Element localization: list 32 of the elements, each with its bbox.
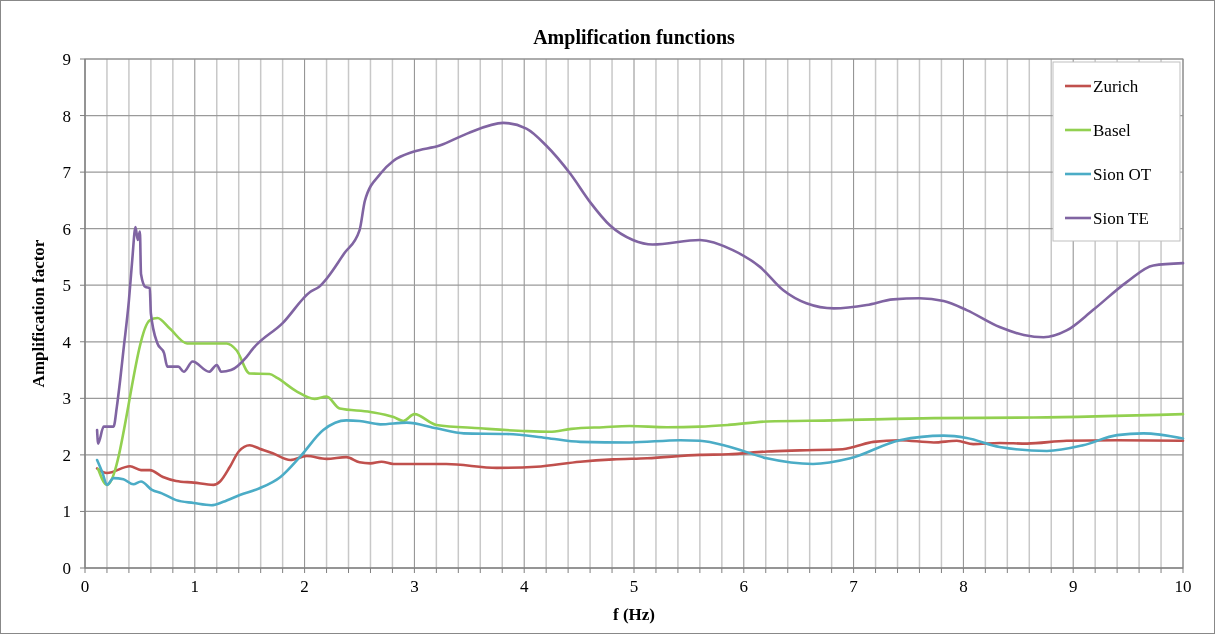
y-tick-label: 5 [62,276,71,296]
x-tick-label: 6 [739,577,749,596]
y-tick-label: 1 [62,502,71,522]
x-tick-label: 5 [629,577,639,596]
y-tick-label: 3 [62,389,71,409]
legend-label: Sion TE [1093,209,1149,228]
legend-label: Sion OT [1093,165,1152,184]
y-tick-label: 7 [62,163,72,183]
x-tick-label: 1 [190,577,200,596]
y-tick-label: 4 [62,332,72,352]
x-tick-label: 8 [959,577,968,596]
x-tick-label: 9 [1068,577,1078,596]
chart-title: Amplification functions [533,26,736,49]
x-tick-label: 2 [300,577,309,596]
x-tick-label: 4 [519,577,529,596]
y-tick-label: 8 [62,106,71,126]
x-tick-label: 7 [849,577,859,596]
line-series [95,438,1185,487]
y-tick-label: 2 [62,445,71,465]
y-tick-label: 6 [62,219,71,239]
legend-label: Zurich [1093,77,1139,96]
y-tick-label: 0 [62,559,71,578]
line-series [95,419,1185,507]
y-tick-label: 9 [62,50,71,69]
legend-label: Basel [1093,121,1132,140]
x-tick-label: 10 [1174,577,1192,596]
line-series [95,121,1185,445]
x-axis-title: f (Hz) [612,605,656,624]
x-tick-label: 0 [80,577,90,596]
y-axis-title: Amplification factor [29,239,48,388]
x-tick-label: 3 [410,577,419,596]
line-series [96,316,1185,487]
